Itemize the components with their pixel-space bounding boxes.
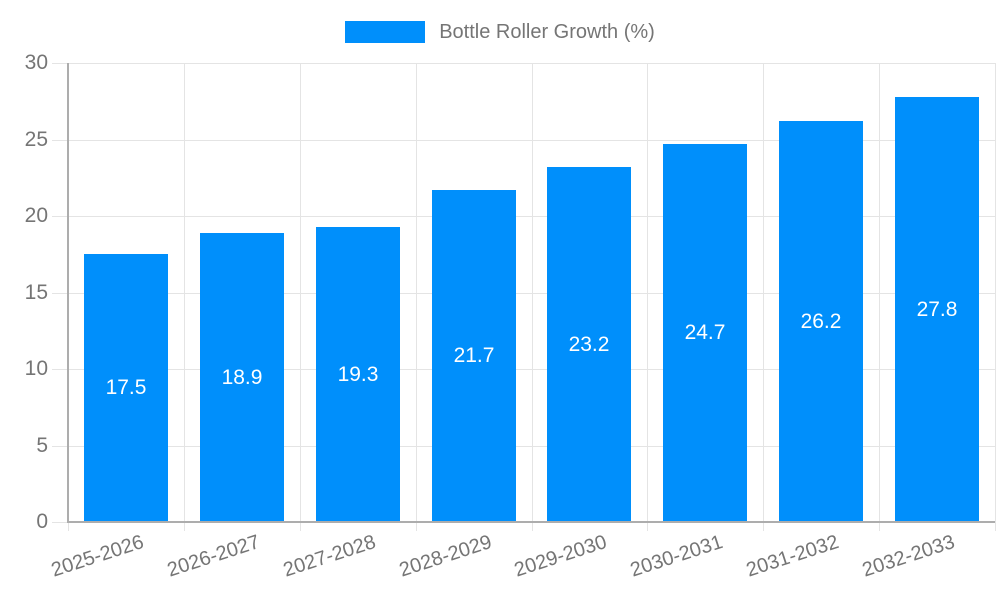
y-tick-label: 30 xyxy=(24,51,48,74)
x-tick-label: 2026-2027 xyxy=(165,531,263,582)
y-tick-label: 15 xyxy=(24,281,48,304)
bar-value-label: 27.8 xyxy=(916,297,958,321)
bar-value-label: 23.2 xyxy=(568,332,610,356)
y-tick-label: 5 xyxy=(36,434,48,457)
h-gridline xyxy=(52,293,995,294)
x-tick-label: 2027-2028 xyxy=(281,531,379,582)
legend-swatch xyxy=(345,21,426,43)
bar[interactable]: 27.8 xyxy=(895,97,979,522)
x-tick-label: 2031-2032 xyxy=(744,531,842,582)
h-gridline xyxy=(52,216,995,217)
bar[interactable]: 19.3 xyxy=(316,227,400,522)
chart-legend[interactable]: Bottle Roller Growth (%) xyxy=(0,19,1000,45)
x-axis-line xyxy=(67,521,995,523)
x-tick-label: 2030-2031 xyxy=(628,531,726,582)
v-gridline xyxy=(647,63,648,531)
v-gridline xyxy=(763,63,764,531)
bar[interactable]: 21.7 xyxy=(432,190,516,522)
y-tick-label: 25 xyxy=(24,128,48,151)
x-tick-label: 2032-2033 xyxy=(860,531,958,582)
h-gridline xyxy=(52,140,995,141)
bar[interactable]: 26.2 xyxy=(779,121,863,522)
x-tick-label: 2029-2030 xyxy=(512,531,610,582)
bar[interactable]: 23.2 xyxy=(547,167,631,522)
x-tick-label: 2025-2026 xyxy=(49,531,147,582)
h-gridline xyxy=(52,63,995,64)
bar-value-label: 17.5 xyxy=(105,376,147,399)
bar-value-label: 24.7 xyxy=(684,321,726,344)
bar-value-label: 19.3 xyxy=(337,362,379,386)
v-gridline xyxy=(879,63,880,531)
y-tick-label: 10 xyxy=(24,357,48,380)
bar-value-label: 18.9 xyxy=(221,365,263,389)
v-gridline xyxy=(184,63,185,531)
legend-label: Bottle Roller Growth (%) xyxy=(439,20,655,43)
bar-value-label: 26.2 xyxy=(800,309,842,333)
x-tick-label: 2028-2029 xyxy=(397,531,495,582)
bar[interactable]: 24.7 xyxy=(663,144,747,522)
bar-value-label: 21.7 xyxy=(453,344,495,367)
h-gridline xyxy=(52,446,995,447)
v-gridline xyxy=(300,63,301,531)
y-tick-label: 20 xyxy=(24,204,48,227)
v-gridline xyxy=(995,63,996,531)
h-gridline xyxy=(52,369,995,370)
bar[interactable]: 17.5 xyxy=(84,254,168,522)
bar[interactable]: 18.9 xyxy=(200,233,284,522)
y-tick-label: 0 xyxy=(36,510,48,533)
v-gridline xyxy=(416,63,417,531)
v-gridline xyxy=(532,63,533,531)
y-axis-line xyxy=(67,63,69,522)
